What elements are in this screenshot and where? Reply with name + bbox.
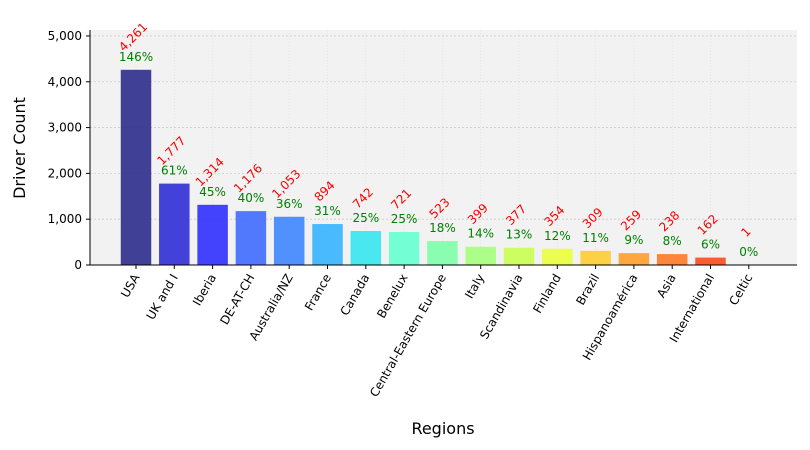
bar [350, 231, 382, 265]
percent-label: 18% [429, 221, 456, 235]
x-tick-label: Brazil [573, 272, 602, 308]
x-tick-label: Canada [337, 272, 372, 319]
x-tick-label: Finland [530, 272, 564, 316]
x-tick-label: Benelux [374, 272, 410, 321]
percent-label: 13% [506, 228, 533, 242]
bar [197, 204, 228, 265]
percent-label: 9% [624, 233, 643, 247]
y-tick-label: 2,000 [48, 166, 82, 180]
x-tick-label: Central-Eastern Europe [367, 272, 449, 400]
y-tick-label: 3,000 [48, 121, 82, 135]
bar [695, 257, 726, 265]
percent-labels: 146% 61% 45% 40% 36% 31% 25% 25% 18% 14% 13% 12% 11%… [119, 50, 758, 259]
bar [503, 247, 535, 265]
percent-label: 0% [739, 245, 758, 259]
bar [656, 254, 688, 265]
bar [388, 231, 420, 265]
bar [465, 246, 496, 265]
x-tick-label: France [302, 272, 334, 314]
x-tick-label: USA [118, 271, 143, 300]
percent-label: 14% [467, 227, 494, 241]
y-tick-label: 5,000 [48, 29, 82, 43]
y-tick-label: 4,000 [48, 75, 82, 89]
bar [120, 69, 152, 266]
percent-label: 61% [161, 164, 188, 178]
bars [120, 69, 765, 266]
x-tick-label: Iberia [190, 272, 219, 309]
percent-label: 25% [352, 211, 379, 225]
y-tick-label: 1,000 [48, 212, 82, 226]
percent-label: 12% [544, 229, 571, 243]
percent-label: 36% [276, 197, 303, 211]
percent-label: 45% [199, 185, 226, 199]
y-axis: 0 1,000 2,000 3,000 4,000 5,000 [48, 29, 91, 272]
y-axis-title: Driver Count [10, 97, 29, 199]
y-tick-label: 0 [74, 258, 82, 272]
x-tick-label: DE-AT-CH [217, 272, 257, 328]
bar [235, 211, 267, 265]
percent-label: 40% [238, 191, 265, 205]
percent-label: 8% [663, 234, 682, 248]
x-tick-label: Asia [654, 272, 679, 301]
x-tick-label: UK and I [144, 272, 181, 323]
x-axis-title: Regions [411, 419, 474, 438]
x-tick-label: Celtic [726, 272, 755, 308]
percent-label: 31% [314, 204, 341, 218]
percent-label: 11% [582, 231, 609, 245]
bar [618, 253, 650, 265]
bar [427, 241, 458, 265]
percent-label: 6% [701, 238, 720, 252]
bar [312, 224, 343, 265]
bar [580, 250, 611, 265]
percent-label: 146% [119, 50, 153, 64]
bar [273, 216, 305, 265]
bar [542, 248, 573, 265]
bar [159, 183, 190, 265]
percent-label: 25% [391, 212, 418, 226]
x-tick-label: Italy [462, 272, 487, 302]
